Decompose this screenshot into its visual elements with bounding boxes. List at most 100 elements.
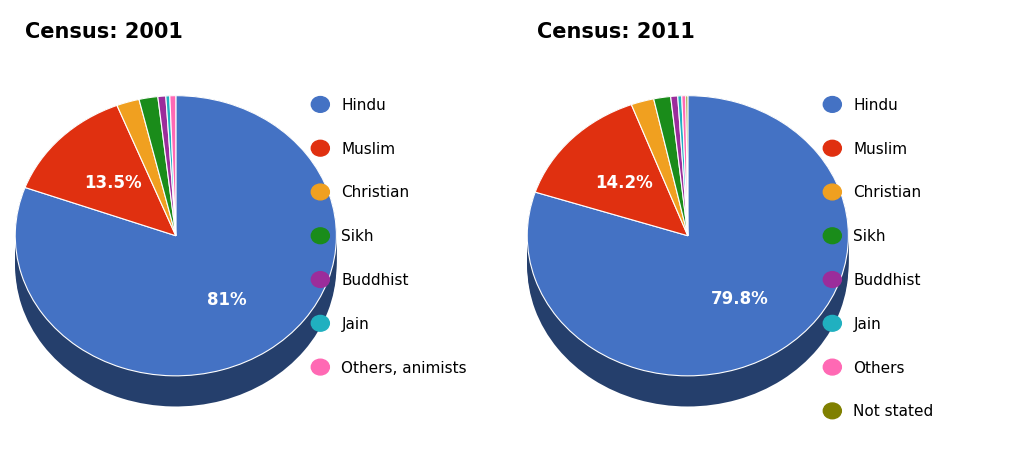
Wedge shape: [117, 100, 176, 236]
Circle shape: [823, 272, 842, 288]
Circle shape: [311, 316, 330, 331]
Wedge shape: [632, 100, 688, 236]
Wedge shape: [632, 127, 688, 264]
Wedge shape: [25, 123, 176, 253]
Wedge shape: [170, 105, 176, 245]
Wedge shape: [15, 96, 336, 376]
Wedge shape: [536, 114, 688, 245]
Wedge shape: [682, 119, 688, 258]
Wedge shape: [25, 120, 176, 250]
Wedge shape: [536, 131, 688, 261]
Wedge shape: [139, 114, 176, 253]
Wedge shape: [166, 108, 176, 248]
Wedge shape: [678, 108, 688, 248]
Wedge shape: [527, 119, 848, 398]
Wedge shape: [671, 97, 688, 236]
Text: Not stated: Not stated: [853, 404, 934, 419]
Wedge shape: [632, 111, 688, 248]
Wedge shape: [671, 113, 688, 253]
Text: 81%: 81%: [207, 290, 246, 308]
Wedge shape: [158, 111, 176, 250]
Wedge shape: [15, 127, 336, 407]
Wedge shape: [682, 116, 688, 256]
Wedge shape: [139, 117, 176, 256]
Wedge shape: [686, 105, 688, 245]
Wedge shape: [170, 124, 176, 264]
Wedge shape: [139, 125, 176, 264]
Wedge shape: [671, 122, 688, 261]
Wedge shape: [25, 109, 176, 239]
Wedge shape: [682, 105, 688, 245]
Wedge shape: [632, 119, 688, 256]
Wedge shape: [166, 119, 176, 258]
Wedge shape: [166, 116, 176, 256]
Wedge shape: [678, 119, 688, 258]
Wedge shape: [678, 116, 688, 256]
Wedge shape: [527, 96, 848, 376]
Wedge shape: [166, 124, 176, 264]
Wedge shape: [15, 96, 336, 376]
Wedge shape: [139, 111, 176, 250]
Text: Christian: Christian: [341, 185, 410, 200]
Circle shape: [311, 185, 330, 200]
Text: Others, animists: Others, animists: [341, 360, 467, 375]
Circle shape: [823, 141, 842, 157]
Wedge shape: [166, 99, 176, 239]
Wedge shape: [117, 131, 176, 267]
Wedge shape: [25, 115, 176, 245]
Wedge shape: [527, 124, 848, 404]
Wedge shape: [166, 127, 176, 267]
Wedge shape: [15, 119, 336, 398]
Wedge shape: [686, 96, 688, 236]
Wedge shape: [158, 97, 176, 236]
Wedge shape: [117, 120, 176, 256]
Wedge shape: [166, 102, 176, 242]
Circle shape: [823, 316, 842, 331]
Wedge shape: [536, 111, 688, 242]
Wedge shape: [25, 128, 176, 258]
Wedge shape: [678, 111, 688, 250]
Text: Jain: Jain: [341, 316, 369, 331]
Wedge shape: [686, 116, 688, 256]
Wedge shape: [632, 130, 688, 267]
Wedge shape: [536, 116, 688, 248]
Wedge shape: [682, 124, 688, 264]
Wedge shape: [166, 96, 176, 236]
Wedge shape: [671, 116, 688, 256]
Circle shape: [311, 272, 330, 288]
Wedge shape: [653, 122, 688, 261]
Wedge shape: [158, 122, 176, 261]
Wedge shape: [678, 96, 688, 236]
Wedge shape: [536, 106, 688, 236]
Wedge shape: [686, 99, 688, 239]
Wedge shape: [158, 102, 176, 242]
Wedge shape: [536, 136, 688, 267]
Text: Jain: Jain: [853, 316, 881, 331]
Wedge shape: [678, 99, 688, 239]
Wedge shape: [682, 111, 688, 250]
Wedge shape: [632, 102, 688, 239]
Wedge shape: [671, 102, 688, 242]
Circle shape: [823, 359, 842, 375]
Wedge shape: [686, 121, 688, 261]
Wedge shape: [139, 100, 176, 239]
Wedge shape: [527, 99, 848, 379]
Text: Census: 2001: Census: 2001: [26, 22, 183, 42]
Wedge shape: [170, 119, 176, 258]
Wedge shape: [536, 108, 688, 239]
Wedge shape: [671, 100, 688, 239]
Wedge shape: [170, 96, 176, 236]
Wedge shape: [527, 102, 848, 382]
Wedge shape: [527, 127, 848, 407]
Wedge shape: [632, 122, 688, 258]
Wedge shape: [671, 111, 688, 250]
Wedge shape: [671, 125, 688, 264]
Wedge shape: [678, 105, 688, 245]
Wedge shape: [139, 108, 176, 248]
Text: Christian: Christian: [853, 185, 922, 200]
Wedge shape: [139, 128, 176, 267]
Wedge shape: [632, 108, 688, 245]
Wedge shape: [158, 108, 176, 248]
Wedge shape: [25, 131, 176, 261]
Wedge shape: [25, 106, 176, 236]
